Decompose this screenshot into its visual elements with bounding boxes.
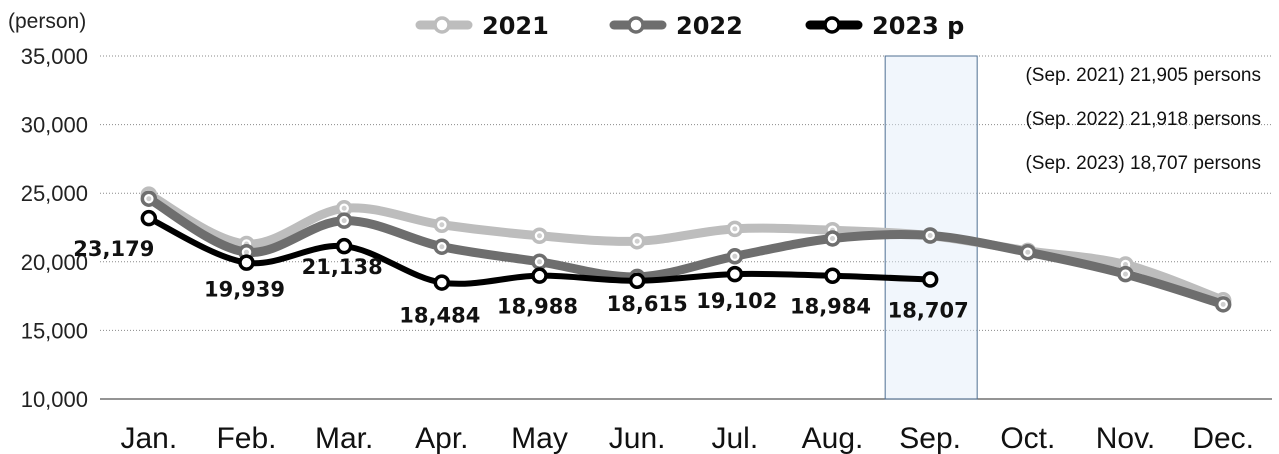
annotations: (Sep. 2021) 21,905 persons (Sep. 2022) 21… bbox=[1025, 65, 1261, 174]
legend-swatch-marker bbox=[629, 18, 643, 32]
y-tick-label: 10,000 bbox=[21, 387, 88, 412]
legend-swatch-marker bbox=[435, 18, 449, 32]
data-point-center bbox=[342, 244, 347, 249]
data-point-center bbox=[732, 272, 737, 277]
series-1 bbox=[142, 188, 1229, 307]
data-label: 18,707 bbox=[888, 299, 969, 323]
data-point-center bbox=[1221, 302, 1226, 307]
data-label: 18,484 bbox=[399, 304, 480, 328]
annotation-text: (Sep. 2022) 21,918 persons bbox=[1025, 109, 1261, 130]
data-point-center bbox=[830, 236, 835, 241]
x-tick-label: May bbox=[511, 422, 568, 454]
data-point-center bbox=[830, 273, 835, 278]
data-point-center bbox=[537, 233, 542, 238]
annotation-text: (Sep. 2023) 18,707 persons bbox=[1025, 153, 1261, 174]
legend-swatch-marker bbox=[825, 18, 839, 32]
grid-lines bbox=[100, 56, 1272, 399]
y-tick-label: 30,000 bbox=[21, 113, 88, 138]
y-tick-label: 25,000 bbox=[21, 181, 88, 206]
legend-label: 2023 p bbox=[872, 12, 964, 40]
data-label: 18,615 bbox=[607, 292, 688, 316]
data-label: 23,179 bbox=[73, 237, 154, 261]
legend-label: 2021 bbox=[482, 12, 549, 40]
y-tick-label: 35,000 bbox=[21, 44, 88, 69]
data-point-center bbox=[439, 280, 444, 285]
x-tick-label: Sep. bbox=[899, 422, 961, 454]
data-point-center bbox=[537, 259, 542, 264]
data-point-center bbox=[439, 244, 444, 249]
data-point-center bbox=[928, 277, 933, 282]
data-point-center bbox=[635, 278, 640, 283]
data-label: 18,984 bbox=[790, 295, 871, 319]
data-point-center bbox=[146, 216, 151, 221]
x-axis-ticks: Jan. Feb. Mar. Apr. May Jun. Jul. Aug. Sep. Oct. N… bbox=[120, 422, 1254, 454]
x-tick-label: Apr. bbox=[415, 422, 468, 454]
x-tick-label: Jan. bbox=[120, 422, 177, 454]
x-tick-label: Aug. bbox=[802, 422, 864, 454]
data-point-center bbox=[732, 226, 737, 231]
data-point-center bbox=[928, 233, 933, 238]
data-label: 21,138 bbox=[302, 255, 383, 279]
y-unit-label: (person) bbox=[8, 10, 86, 33]
x-tick-label: Oct. bbox=[1000, 422, 1055, 454]
data-point-center bbox=[537, 273, 542, 278]
data-point-center bbox=[146, 196, 151, 201]
data-point-center bbox=[1123, 272, 1128, 277]
x-tick-label: Dec. bbox=[1192, 422, 1254, 454]
data-label: 18,988 bbox=[497, 295, 578, 319]
data-point-center bbox=[342, 206, 347, 211]
data-label: 19,102 bbox=[696, 289, 777, 313]
data-point-center bbox=[439, 222, 444, 227]
data-point-center bbox=[244, 260, 249, 265]
legend-item-2021: 2021 bbox=[420, 12, 549, 40]
annotation-text: (Sep. 2021) 21,905 persons bbox=[1025, 65, 1261, 86]
data-point-center bbox=[635, 239, 640, 244]
x-tick-label: Jul. bbox=[711, 422, 758, 454]
data-point-center bbox=[342, 218, 347, 223]
x-tick-label: Mar. bbox=[315, 422, 373, 454]
data-label: 19,939 bbox=[204, 278, 285, 302]
x-tick-label: Feb. bbox=[216, 422, 276, 454]
data-point-center bbox=[732, 254, 737, 259]
x-tick-label: Jun. bbox=[609, 422, 666, 454]
data-point-center bbox=[244, 250, 249, 255]
y-tick-label: 15,000 bbox=[21, 318, 88, 343]
data-point-center bbox=[1025, 250, 1030, 255]
legend-item-2023p: 2023 p bbox=[810, 12, 964, 40]
legend-item-2022: 2022 bbox=[614, 12, 743, 40]
legend: 2021 2022 2023 p bbox=[420, 12, 964, 40]
x-tick-label: Nov. bbox=[1096, 422, 1155, 454]
legend-label: 2022 bbox=[676, 12, 743, 40]
